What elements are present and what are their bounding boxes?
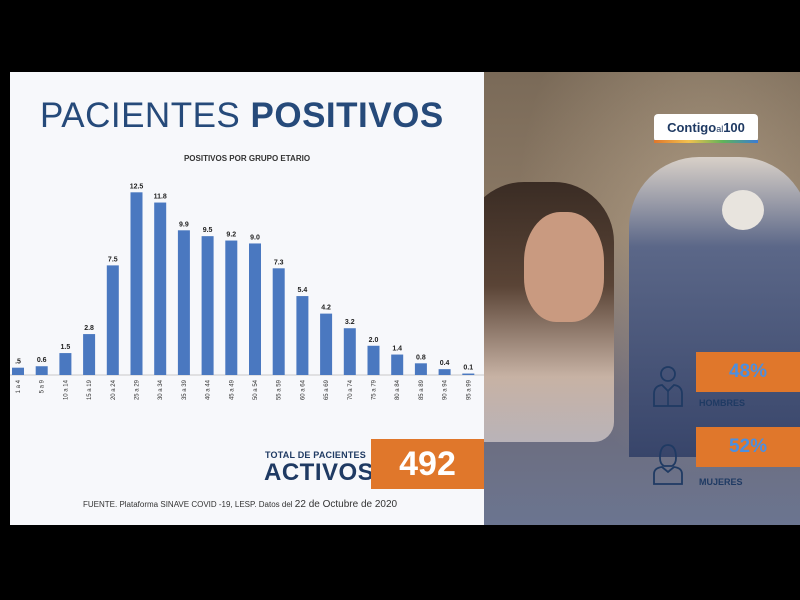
bar-60-a-64 (296, 296, 309, 375)
x-tick-label: 45 a 49 (229, 379, 235, 400)
data-label: .5 (15, 359, 21, 366)
bar-25-a-29 (130, 192, 143, 375)
right-photo-panel: Contigoal100 48% HOMBRES 52% MUJERES (484, 72, 800, 525)
data-label: 7.5 (108, 256, 118, 263)
bar-30-a-34 (154, 202, 167, 375)
x-tick-label: 50 a 54 (253, 379, 259, 400)
data-label: 9.9 (179, 221, 189, 228)
age-group-bar-chart: .5 1 a 4 0.6 5 a 9 1.5 10 a 14 2.8 15 a 19 7.5 20… (10, 183, 484, 400)
bar-70-a-74 (343, 328, 356, 375)
bar-95-a-99 (462, 373, 475, 375)
chart-title: POSITIVOS POR GRUPO ETARIO (183, 154, 311, 163)
bar-5-a-9 (35, 366, 48, 375)
bar-45-a-49 (225, 240, 238, 375)
title-bold: POSITIVOS (250, 96, 444, 135)
page-title: PACIENTES POSITIVOS (40, 96, 444, 136)
x-tick-label: 25 a 29 (135, 379, 141, 400)
bar-1-a-4 (12, 367, 24, 375)
doctor-mask (722, 190, 764, 230)
x-tick-label: 40 a 44 (206, 379, 212, 400)
data-label: 5.4 (298, 287, 308, 294)
bar-85-a-89 (414, 363, 427, 375)
total-value-box: 492 (371, 439, 484, 489)
hombres-label: HOMBRES (699, 398, 746, 408)
mujeres-percent-box: 52% (696, 427, 800, 467)
data-label: 7.3 (274, 259, 284, 266)
x-tick-label: 70 a 74 (348, 379, 354, 400)
bar-50-a-54 (249, 243, 261, 375)
contigo-logo: Contigoal100 (654, 114, 758, 142)
bar-20-a-24 (106, 265, 119, 375)
bar-15-a-19 (83, 334, 96, 375)
bar-40-a-44 (201, 236, 214, 375)
x-tick-label: 35 a 39 (182, 379, 188, 400)
hombres-percent-box: 48% (696, 352, 800, 392)
total-activos: ACTIVOS (264, 459, 375, 486)
man-icon (653, 366, 683, 407)
x-tick-label: 1 a 4 (16, 379, 22, 393)
data-label: 9.0 (250, 234, 260, 241)
x-tick-label: 5 a 9 (40, 379, 46, 393)
data-label: 0.8 (416, 354, 426, 361)
bar-35-a-39 (177, 230, 190, 375)
x-tick-label: 80 a 84 (395, 379, 401, 400)
patient-face (524, 212, 604, 322)
x-tick-label: 75 a 79 (372, 379, 378, 400)
doctor-figure (629, 157, 800, 457)
bar-10-a-14 (59, 353, 72, 375)
x-tick-label: 85 a 89 (419, 379, 425, 400)
slide: PACIENTES POSITIVOS POSITIVOS POR GRUPO … (10, 72, 800, 525)
bar-65-a-69 (320, 313, 333, 375)
bar-75-a-79 (367, 345, 380, 375)
mujeres-label: MUJERES (699, 477, 743, 487)
data-label: 0.1 (463, 365, 473, 372)
source-note: FUENTE. Plataforma SINAVE COVID -19, LES… (83, 499, 397, 510)
x-tick-label: 15 a 19 (87, 379, 93, 400)
left-panel: PACIENTES POSITIVOS POSITIVOS POR GRUPO … (10, 72, 484, 525)
x-tick-label: 90 a 94 (443, 379, 449, 400)
x-tick-label: 65 a 69 (324, 379, 330, 400)
bar-80-a-84 (391, 354, 404, 375)
x-tick-label: 55 a 59 (277, 379, 283, 400)
data-label: 2.0 (369, 337, 379, 344)
x-tick-label: 10 a 14 (63, 379, 69, 400)
data-label: 3.2 (345, 319, 355, 326)
data-label: 12.5 (130, 183, 144, 190)
data-label: 4.2 (321, 305, 331, 312)
x-tick-label: 95 a 99 (466, 379, 472, 400)
data-label: 0.4 (440, 360, 450, 367)
bar-55-a-59 (272, 268, 285, 375)
data-label: 0.6 (37, 357, 47, 364)
x-tick-label: 60 a 64 (300, 379, 306, 400)
source-date: 22 de Octubre de 2020 (294, 499, 398, 510)
data-label: 2.8 (84, 325, 94, 332)
x-tick-label: 30 a 34 (158, 379, 164, 400)
data-label: 1.5 (61, 344, 71, 351)
x-tick-label: 20 a 24 (111, 379, 117, 400)
data-label: 1.4 (392, 346, 402, 353)
woman-icon (653, 444, 683, 485)
bar-90-a-94 (438, 369, 451, 375)
title-light: PACIENTES (40, 96, 241, 135)
data-label: 9.5 (203, 227, 213, 234)
source-text: FUENTE. Plataforma SINAVE COVID -19, LES… (83, 500, 293, 509)
total-label: TOTAL DE PACIENTES (265, 450, 366, 460)
logo-color-bar (654, 140, 758, 143)
data-label: 9.2 (226, 232, 236, 239)
data-label: 11.8 (154, 194, 167, 201)
